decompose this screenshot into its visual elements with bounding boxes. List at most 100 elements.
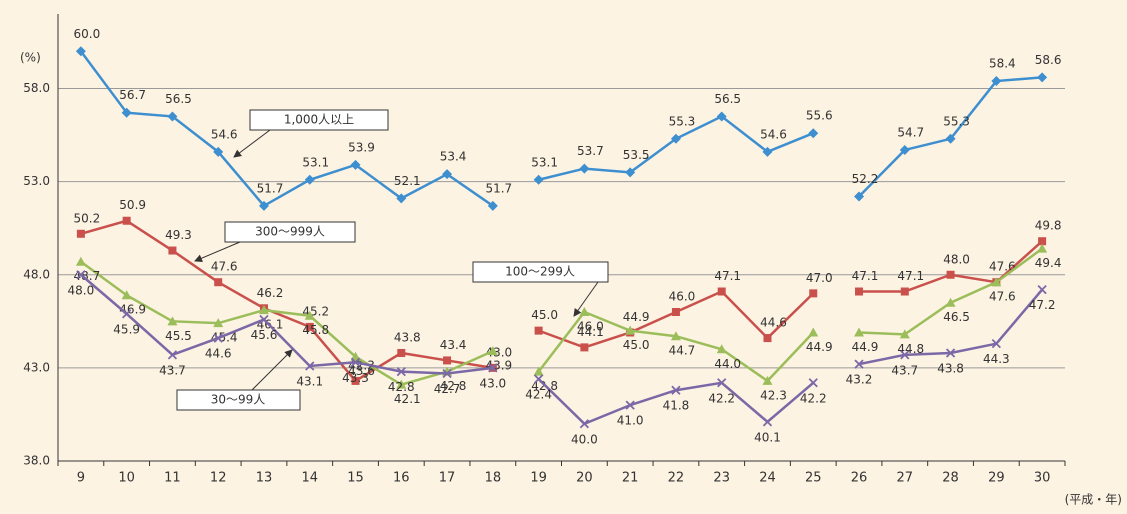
marker xyxy=(259,314,269,325)
marker xyxy=(534,326,543,335)
data-label: 45.9 xyxy=(113,322,140,336)
marker xyxy=(533,374,544,384)
data-label: 50.2 xyxy=(74,211,101,225)
marker xyxy=(579,163,590,174)
marker xyxy=(716,111,727,122)
marker xyxy=(122,216,131,225)
data-label: 53.9 xyxy=(348,140,375,154)
series-label: 30～99人 xyxy=(211,393,266,407)
x-tick-label: 21 xyxy=(622,471,639,486)
data-label: 43.8 xyxy=(937,361,964,375)
marker xyxy=(808,128,819,139)
x-tick-label: 10 xyxy=(118,471,135,486)
data-label: 52.1 xyxy=(394,174,421,188)
marker xyxy=(899,144,910,155)
marker xyxy=(75,46,86,57)
data-label: 46.5 xyxy=(943,310,970,324)
x-tick-label: 9 xyxy=(77,471,85,486)
series-label: 1,000人以上 xyxy=(284,113,354,127)
marker xyxy=(488,363,498,373)
marker xyxy=(670,133,681,144)
data-label: 50.9 xyxy=(119,198,146,212)
marker xyxy=(809,289,818,298)
data-label: 45.6 xyxy=(251,328,278,342)
x-tick-label: 18 xyxy=(485,471,502,486)
marker xyxy=(670,331,681,341)
series-label: 100～299人 xyxy=(505,265,575,279)
x-tick-label: 25 xyxy=(805,471,822,486)
x-tick-label: 28 xyxy=(942,471,959,486)
data-label: 45.0 xyxy=(623,338,650,352)
marker xyxy=(946,270,955,279)
marker xyxy=(442,169,453,180)
data-label: 55.3 xyxy=(669,114,696,128)
marker xyxy=(121,107,132,118)
annotation: 1,000人以上 300～999人 100～299人 30～99人 xyxy=(176,109,609,411)
marker xyxy=(1038,237,1047,246)
data-label: 44.9 xyxy=(806,340,833,354)
data-label: 47.1 xyxy=(714,269,741,283)
data-label: 44.8 xyxy=(897,342,924,356)
data-label: 43.7 xyxy=(159,363,186,377)
marker xyxy=(808,378,818,388)
data-label: 48.7 xyxy=(74,269,101,283)
marker xyxy=(579,419,590,429)
data-label: 44.7 xyxy=(669,344,696,358)
data-label: 53.5 xyxy=(623,148,650,162)
marker xyxy=(808,327,819,337)
data-label: 42.7 xyxy=(434,382,461,396)
marker xyxy=(854,327,865,337)
marker xyxy=(900,350,910,360)
x-tick-label: 16 xyxy=(393,471,410,486)
data-label: 43.6 xyxy=(348,364,375,378)
data-label: 42.2 xyxy=(800,391,827,405)
marker xyxy=(671,385,681,395)
data-label: 43.8 xyxy=(394,330,421,344)
data-label: 45.0 xyxy=(531,308,558,322)
marker xyxy=(580,343,589,352)
marker xyxy=(625,325,636,335)
data-label: 58.4 xyxy=(989,57,1016,71)
marker xyxy=(76,270,86,280)
marker xyxy=(900,287,909,296)
marker xyxy=(75,256,86,266)
series-label: 300～999人 xyxy=(255,225,325,239)
data-label: 42.4 xyxy=(525,388,552,402)
data-label: 47.1 xyxy=(897,269,924,283)
data-label: 43.4 xyxy=(440,338,467,352)
data-label: 47.6 xyxy=(211,260,238,274)
x-tick-label: 17 xyxy=(439,471,456,486)
marker xyxy=(579,307,590,316)
data-label: 44.6 xyxy=(205,347,232,361)
data-label: 41.0 xyxy=(617,414,644,428)
marker xyxy=(167,316,178,326)
x-tick-label: 22 xyxy=(668,471,685,486)
data-label: 49.8 xyxy=(1035,219,1062,233)
data-label: 51.7 xyxy=(485,181,512,195)
data-label: 56.5 xyxy=(714,92,741,106)
marker xyxy=(763,334,772,343)
data-label: 47.6 xyxy=(989,290,1016,304)
marker xyxy=(762,375,773,385)
marker xyxy=(168,246,177,255)
marker xyxy=(533,366,544,376)
x-tick-label: 11 xyxy=(164,471,181,486)
data-label: 43.2 xyxy=(846,373,873,387)
y-tick-label: 38.0 xyxy=(23,454,50,468)
marker xyxy=(1037,72,1048,83)
marker xyxy=(258,305,269,315)
data-label: 56.5 xyxy=(165,92,192,106)
x-tick-label: 13 xyxy=(256,471,273,486)
marker xyxy=(991,76,1002,87)
marker xyxy=(854,191,865,202)
data-label: 46.0 xyxy=(577,320,604,334)
marker xyxy=(762,417,773,427)
data-label: 54.7 xyxy=(897,125,924,139)
marker xyxy=(121,290,132,300)
data-label: 53.4 xyxy=(440,150,467,164)
marker xyxy=(443,356,452,365)
x-tick-label: 24 xyxy=(759,471,776,486)
data-label: 51.7 xyxy=(257,181,284,195)
data-label: 54.6 xyxy=(211,127,238,141)
data-label: 40.1 xyxy=(754,430,781,444)
